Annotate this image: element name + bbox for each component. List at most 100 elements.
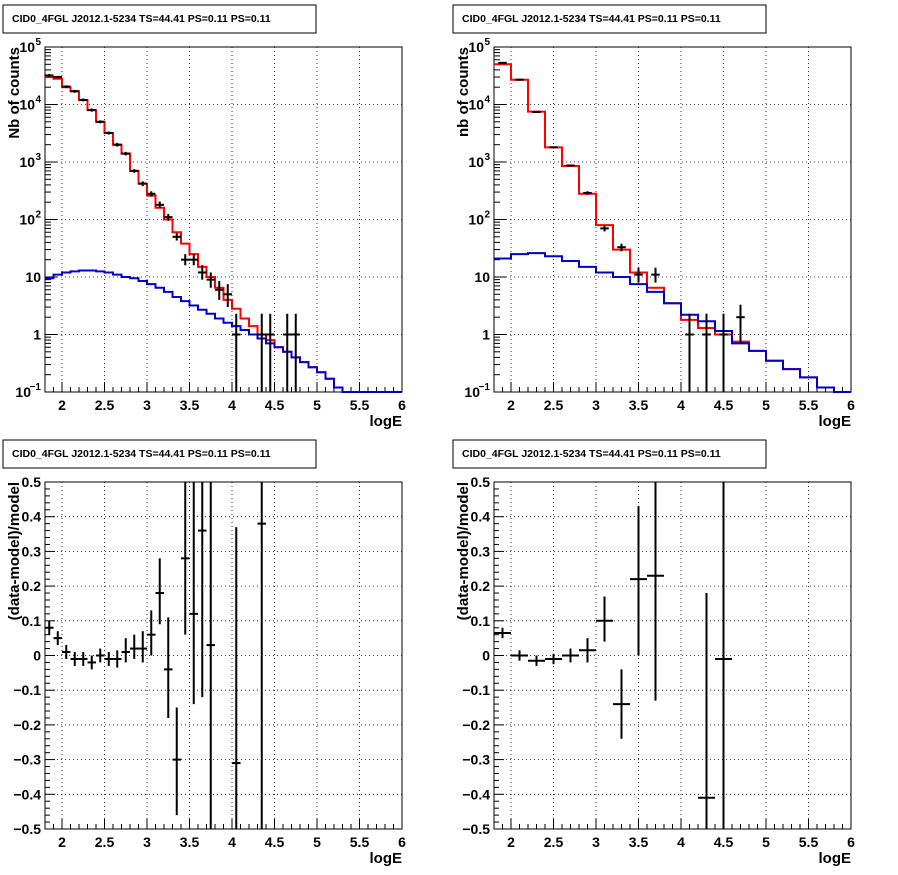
data-point <box>579 638 596 663</box>
data-point <box>736 304 745 344</box>
data-point <box>45 620 54 635</box>
data-point <box>70 652 79 666</box>
y-tick-label: 1 <box>482 327 490 343</box>
x-tick-label: 5 <box>762 834 770 850</box>
y-tick-label: 10 <box>468 97 484 113</box>
x-tick-label: 2 <box>58 834 66 850</box>
data-point <box>130 634 139 659</box>
data-point <box>70 89 79 93</box>
x-tick-label: 4.5 <box>714 397 734 413</box>
model-component-histogram <box>45 269 402 393</box>
y-tick-label: 0.5 <box>471 474 491 490</box>
plot-frame <box>493 46 852 393</box>
y-tick-label: 0.2 <box>471 578 491 594</box>
x-tick-label: 3 <box>592 397 600 413</box>
data-point <box>613 669 630 739</box>
data-point <box>647 482 664 701</box>
x-tick-label: 2 <box>58 397 66 413</box>
y-axis-label: Nb of counts <box>6 47 23 139</box>
data-point <box>630 506 647 656</box>
data-point <box>566 164 575 167</box>
y-tick-label: 10 <box>15 384 31 400</box>
y-tick-label: 10 <box>19 154 35 170</box>
y-axis-label: (data-model)/model <box>6 482 23 620</box>
x-tick-label: 4.5 <box>714 834 734 850</box>
x-tick-label: 6 <box>847 834 855 850</box>
data-point <box>121 151 130 156</box>
y-tick-label: 10 <box>474 269 490 285</box>
y-tick-label: 0.2 <box>22 578 42 594</box>
y-tick-label: 0 <box>482 648 490 664</box>
data-point <box>698 593 715 829</box>
data-point <box>232 527 241 829</box>
x-tick-label: 3 <box>592 834 600 850</box>
y-tick-label: 10 <box>19 97 35 113</box>
y-tick-label: −0.1 <box>462 682 490 698</box>
x-tick-label: 5.5 <box>350 834 370 850</box>
data-point <box>164 213 173 221</box>
y-tick-exponent: −1 <box>30 382 42 393</box>
data-point <box>62 645 71 659</box>
data-point <box>596 596 613 642</box>
data-point <box>53 75 62 79</box>
data-point <box>257 482 266 829</box>
y-tick-label: 10 <box>464 384 480 400</box>
data-point <box>104 652 113 666</box>
data-point <box>79 652 88 666</box>
x-tick-label: 4 <box>677 397 685 413</box>
x-tick-label: 2 <box>507 397 515 413</box>
data-point <box>511 650 528 661</box>
x-axis-label: logE <box>819 850 852 867</box>
x-tick-label: 4.5 <box>265 397 285 413</box>
x-tick-label: 5.5 <box>799 397 819 413</box>
data-point <box>189 482 198 705</box>
y-tick-label: −0.2 <box>462 717 490 733</box>
data-point <box>532 111 541 114</box>
data-point <box>206 272 215 288</box>
data-point <box>172 233 181 241</box>
model-total-histogram <box>494 63 851 393</box>
data-point <box>96 120 105 124</box>
x-tick-label: 4.5 <box>265 834 285 850</box>
data-point <box>266 313 275 392</box>
data-point <box>164 617 173 718</box>
x-tick-label: 3.5 <box>180 397 200 413</box>
data-point <box>96 648 105 663</box>
data-point <box>528 655 545 666</box>
data-point <box>181 482 190 635</box>
data-point <box>257 313 266 392</box>
title-box <box>452 439 767 469</box>
y-tick-label: −0.1 <box>13 682 41 698</box>
data-point <box>130 169 139 173</box>
x-tick-label: 4 <box>228 397 236 413</box>
x-tick-label: 5 <box>313 397 321 413</box>
y-tick-exponent: −1 <box>479 382 491 393</box>
x-axis-label: logE <box>819 413 852 430</box>
y-tick-label: 0.5 <box>22 474 42 490</box>
y-tick-label: 10 <box>25 269 41 285</box>
data-point <box>62 85 71 88</box>
model-total-histogram <box>45 76 402 393</box>
x-tick-label: 5.5 <box>350 397 370 413</box>
data-point <box>147 191 156 197</box>
data-point <box>583 191 592 195</box>
x-tick-label: 3 <box>143 834 151 850</box>
x-tick-label: 2.5 <box>95 397 115 413</box>
y-tick-exponent: 2 <box>35 210 41 221</box>
data-point <box>685 313 694 392</box>
y-tick-label: −0.2 <box>13 717 41 733</box>
data-point <box>172 707 181 816</box>
y-tick-label: 0.4 <box>22 509 42 525</box>
title-box <box>452 4 767 34</box>
data-point <box>189 254 198 266</box>
y-tick-exponent: 4 <box>484 95 490 106</box>
data-point <box>549 146 558 149</box>
data-point <box>600 225 609 232</box>
model-component-histogram <box>494 252 851 393</box>
y-tick-exponent: 3 <box>35 152 41 163</box>
title-box <box>2 439 317 469</box>
x-tick-label: 6 <box>847 397 855 413</box>
y-tick-label: 10 <box>468 212 484 228</box>
data-point <box>283 313 292 392</box>
